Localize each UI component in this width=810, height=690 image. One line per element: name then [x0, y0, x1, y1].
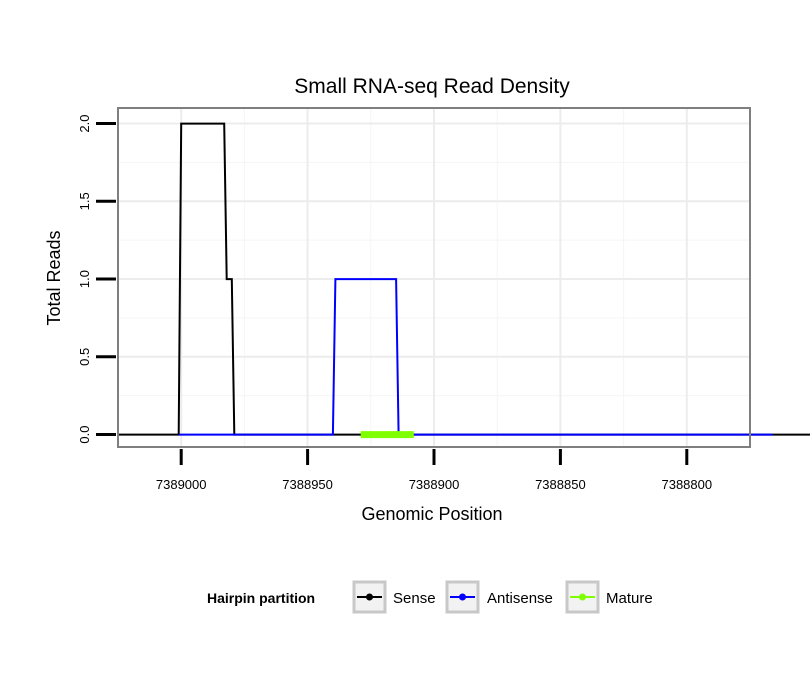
- y-tick-label: 1.5: [77, 192, 92, 210]
- x-axis-title: Genomic Position: [361, 504, 502, 524]
- legend-label: Sense: [393, 590, 436, 607]
- plot-border: [117, 107, 751, 448]
- y-tick-label: 2.0: [77, 115, 92, 133]
- legend-label: Mature: [606, 590, 653, 607]
- legend-key-point: [366, 593, 373, 601]
- legend-label: Antisense: [487, 590, 553, 607]
- x-tick-label: 7389000: [156, 477, 207, 492]
- series-lines: [118, 122, 810, 439]
- legend-title: Hairpin partition: [207, 590, 315, 606]
- y-axis-title: Total Reads: [44, 230, 64, 325]
- legend-item-sense: Sense: [352, 580, 436, 614]
- legend-item-antisense: Antisense: [445, 580, 553, 614]
- legend: Hairpin partition Sense Antisense Mature: [207, 580, 653, 614]
- x-tick-label: 7388850: [535, 477, 586, 492]
- y-tick-label: 0.0: [77, 426, 92, 444]
- series-line-antisense: [178, 278, 773, 436]
- y-tick-label: 0.5: [77, 348, 92, 366]
- legend-item-mature: Mature: [565, 580, 653, 614]
- y-tick-label: 1.0: [77, 270, 92, 288]
- legend-key-point: [579, 593, 586, 601]
- legend-key-point: [459, 593, 466, 601]
- x-tick-label: 7388800: [661, 477, 712, 492]
- chart-title: Small RNA-seq Read Density: [294, 75, 570, 98]
- x-tick-label: 7388900: [409, 477, 460, 492]
- x-tick-label: 7388950: [282, 477, 333, 492]
- axes: 7389000 7388950 7388900 7388850 7388800 0.0 0.…: [77, 115, 712, 492]
